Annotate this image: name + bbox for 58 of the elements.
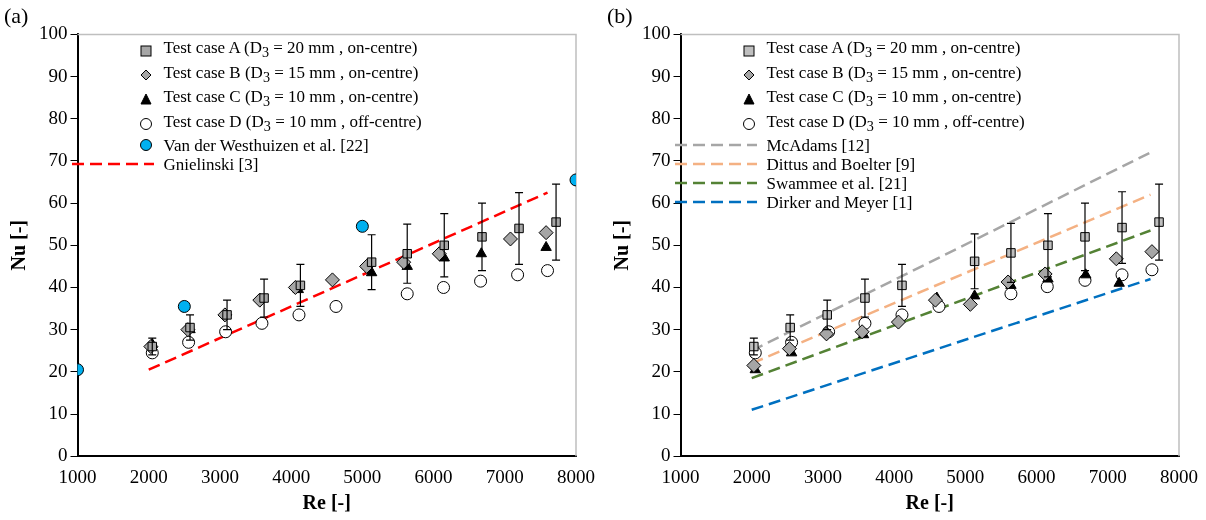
legend-label: Test case C (D$_{3}$ = 10 mm , on-centre) — [163, 87, 419, 112]
y-tick-label: 10 — [48, 402, 68, 423]
legend-label: Test case A (D$_{3}$ = 20 mm , on-centre) — [163, 38, 418, 63]
chart-title: (a) — [4, 2, 29, 28]
x-tick-label: 1000 — [58, 465, 97, 487]
y-tick-label: 40 — [651, 275, 671, 297]
legend-label: Dirker and Meyer [1] — [766, 192, 913, 212]
x-tick-label: 2000 — [129, 465, 168, 487]
y-tick-label: 40 — [48, 275, 68, 297]
legend-label: Test case D (D$_{3}$ = 10 mm , off-centre) — [766, 111, 1025, 136]
legend-label: Test case B (D$_{3}$ = 15 mm , on-centre) — [766, 62, 1022, 88]
y-tick-label: 50 — [651, 233, 671, 255]
y-tick-label: 80 — [651, 106, 671, 128]
legend-label: Test case D (D$_{3}$ = 10 mm , off-centre) — [163, 111, 422, 136]
y-tick-label: 70 — [48, 148, 68, 170]
y-tick-label: 100 — [642, 22, 671, 44]
x-tick-label: 7000 — [1088, 465, 1127, 487]
x-axis-title: Re [-] — [302, 491, 351, 514]
legend-label: Van der Westhuizen et al. [22] — [163, 135, 369, 155]
x-tick-label: 3000 — [200, 465, 239, 487]
legend-label: Test case B (D$_{3}$ = 15 mm , on-centre) — [163, 62, 419, 88]
y-tick-label: 60 — [651, 191, 671, 213]
x-tick-label: 8000 — [1160, 465, 1198, 487]
y-tick-label: 80 — [48, 106, 68, 128]
legend-label: Dittus and Boelter [9] — [766, 154, 916, 174]
y-tick-label: 30 — [651, 317, 671, 339]
y-tick-label: 30 — [48, 317, 68, 339]
legend-label: Gnielinski [3] — [163, 154, 259, 174]
y-tick-label: 50 — [48, 233, 68, 255]
x-tick-label: 6000 — [1017, 465, 1056, 487]
y-tick-label: 20 — [48, 359, 68, 381]
x-tick-label: 2000 — [732, 465, 771, 487]
y-axis-title: Nu [-] — [7, 220, 30, 271]
y-tick-label: 0 — [58, 444, 68, 466]
legend-label: Swammee et al. [21] — [766, 173, 908, 193]
x-tick-label: 8000 — [557, 465, 595, 487]
legend-label: Test case A (D$_{3}$ = 20 mm , on-centre) — [766, 38, 1021, 63]
x-tick-label: 4000 — [272, 465, 311, 487]
x-tick-label: 1000 — [661, 465, 700, 487]
y-tick-label: 0 — [661, 444, 671, 466]
x-tick-label: 6000 — [414, 465, 453, 487]
chart-title: (b) — [607, 2, 633, 28]
x-tick-label: 5000 — [343, 465, 382, 487]
x-tick-label: 7000 — [485, 465, 524, 487]
legend-label: Test case C (D$_{3}$ = 10 mm , on-centre) — [766, 87, 1022, 112]
y-tick-label: 70 — [651, 148, 671, 170]
x-tick-label: 4000 — [875, 465, 914, 487]
x-tick-label: 3000 — [803, 465, 842, 487]
legend-label: McAdams [12] — [766, 135, 870, 155]
x-axis-title: Re [-] — [905, 491, 954, 514]
y-tick-label: 90 — [651, 64, 671, 86]
y-axis-title: Nu [-] — [610, 220, 633, 271]
x-tick-label: 5000 — [946, 465, 985, 487]
y-tick-label: 90 — [48, 64, 68, 86]
y-tick-label: 10 — [651, 402, 671, 423]
y-tick-label: 60 — [48, 191, 68, 213]
y-tick-label: 20 — [651, 359, 671, 381]
y-tick-label: 100 — [39, 22, 68, 44]
